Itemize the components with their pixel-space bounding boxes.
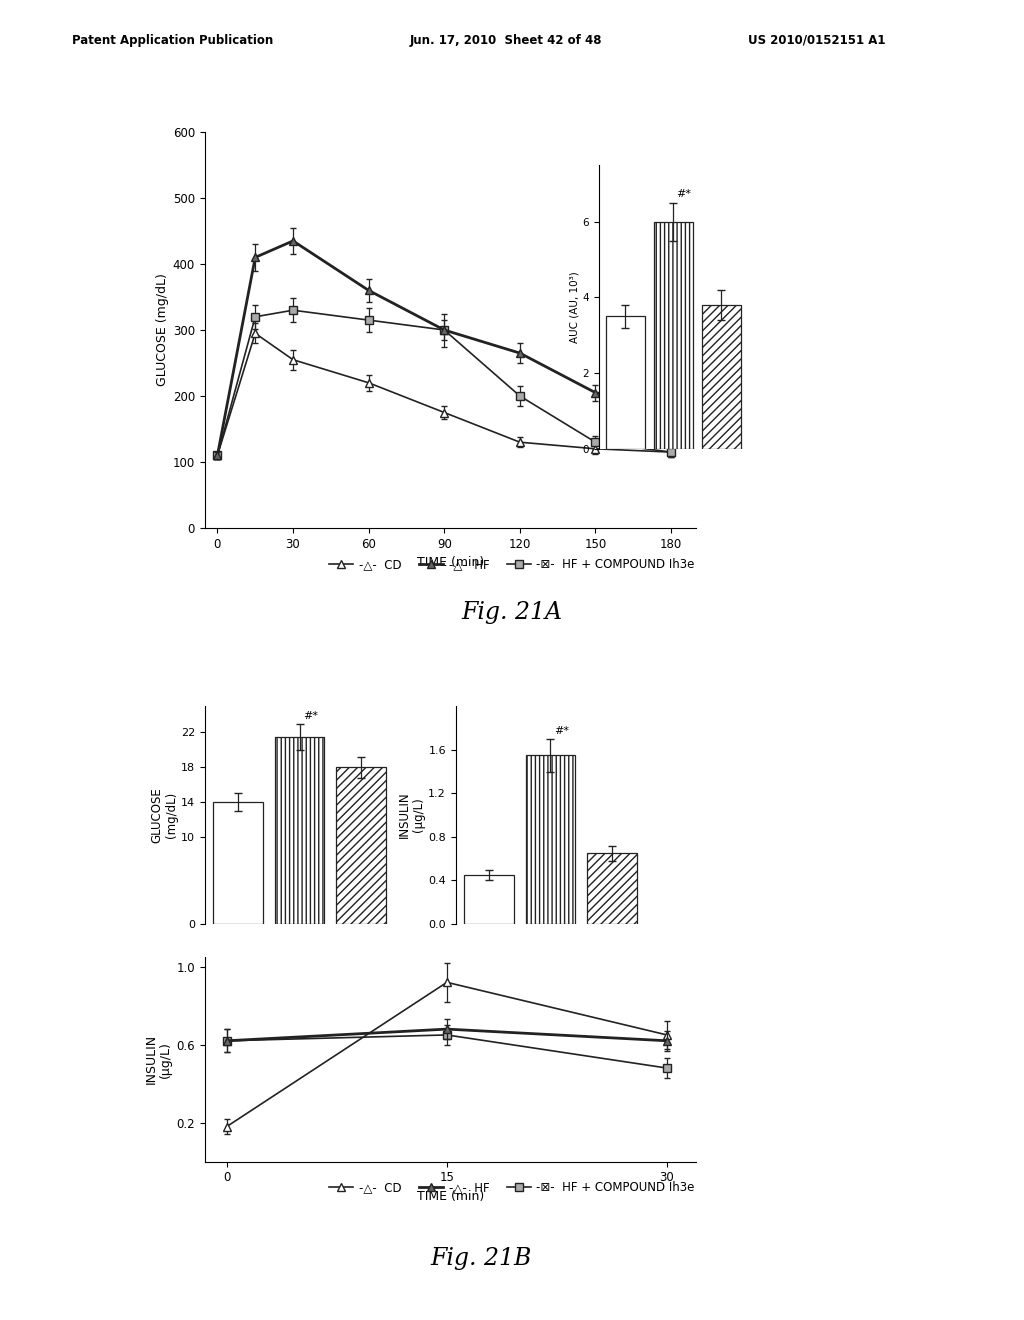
Text: Fig. 21B: Fig. 21B: [431, 1247, 531, 1270]
Text: #*: #*: [554, 726, 569, 735]
Y-axis label: GLUCOSE
(mg/dL): GLUCOSE (mg/dL): [151, 787, 178, 843]
X-axis label: TIME (min): TIME (min): [417, 556, 484, 569]
Y-axis label: INSULIN
(μg/L): INSULIN (μg/L): [144, 1035, 172, 1084]
Bar: [587, 853, 637, 924]
Text: #*: #*: [676, 189, 691, 199]
Bar: [213, 803, 263, 924]
Bar: [336, 767, 386, 924]
Y-axis label: INSULIN
(μg/L): INSULIN (μg/L): [397, 792, 425, 838]
Text: #*: #*: [303, 711, 318, 721]
Legend: -△-  CD, -△-  HF, -⊠-  HF + COMPOUND Ih3e: -△- CD, -△- HF, -⊠- HF + COMPOUND Ih3e: [325, 1176, 699, 1199]
Bar: [464, 875, 514, 924]
Bar: [525, 755, 575, 924]
Y-axis label: GLUCOSE (mg/dL): GLUCOSE (mg/dL): [156, 273, 169, 387]
Text: US 2010/0152151 A1: US 2010/0152151 A1: [748, 33, 885, 46]
Text: Jun. 17, 2010  Sheet 42 of 48: Jun. 17, 2010 Sheet 42 of 48: [410, 33, 602, 46]
Bar: [606, 317, 645, 449]
Legend: -△-  CD, -△-  HF, -⊠-  HF + COMPOUND Ih3e: -△- CD, -△- HF, -⊠- HF + COMPOUND Ih3e: [325, 553, 699, 576]
Bar: [274, 737, 325, 924]
X-axis label: TIME (min): TIME (min): [417, 1189, 484, 1203]
Bar: [653, 222, 693, 449]
Text: Fig. 21A: Fig. 21A: [462, 601, 562, 623]
Y-axis label: AUC (AU, 10³): AUC (AU, 10³): [570, 271, 580, 343]
Bar: [701, 305, 740, 449]
Text: Patent Application Publication: Patent Application Publication: [72, 33, 273, 46]
